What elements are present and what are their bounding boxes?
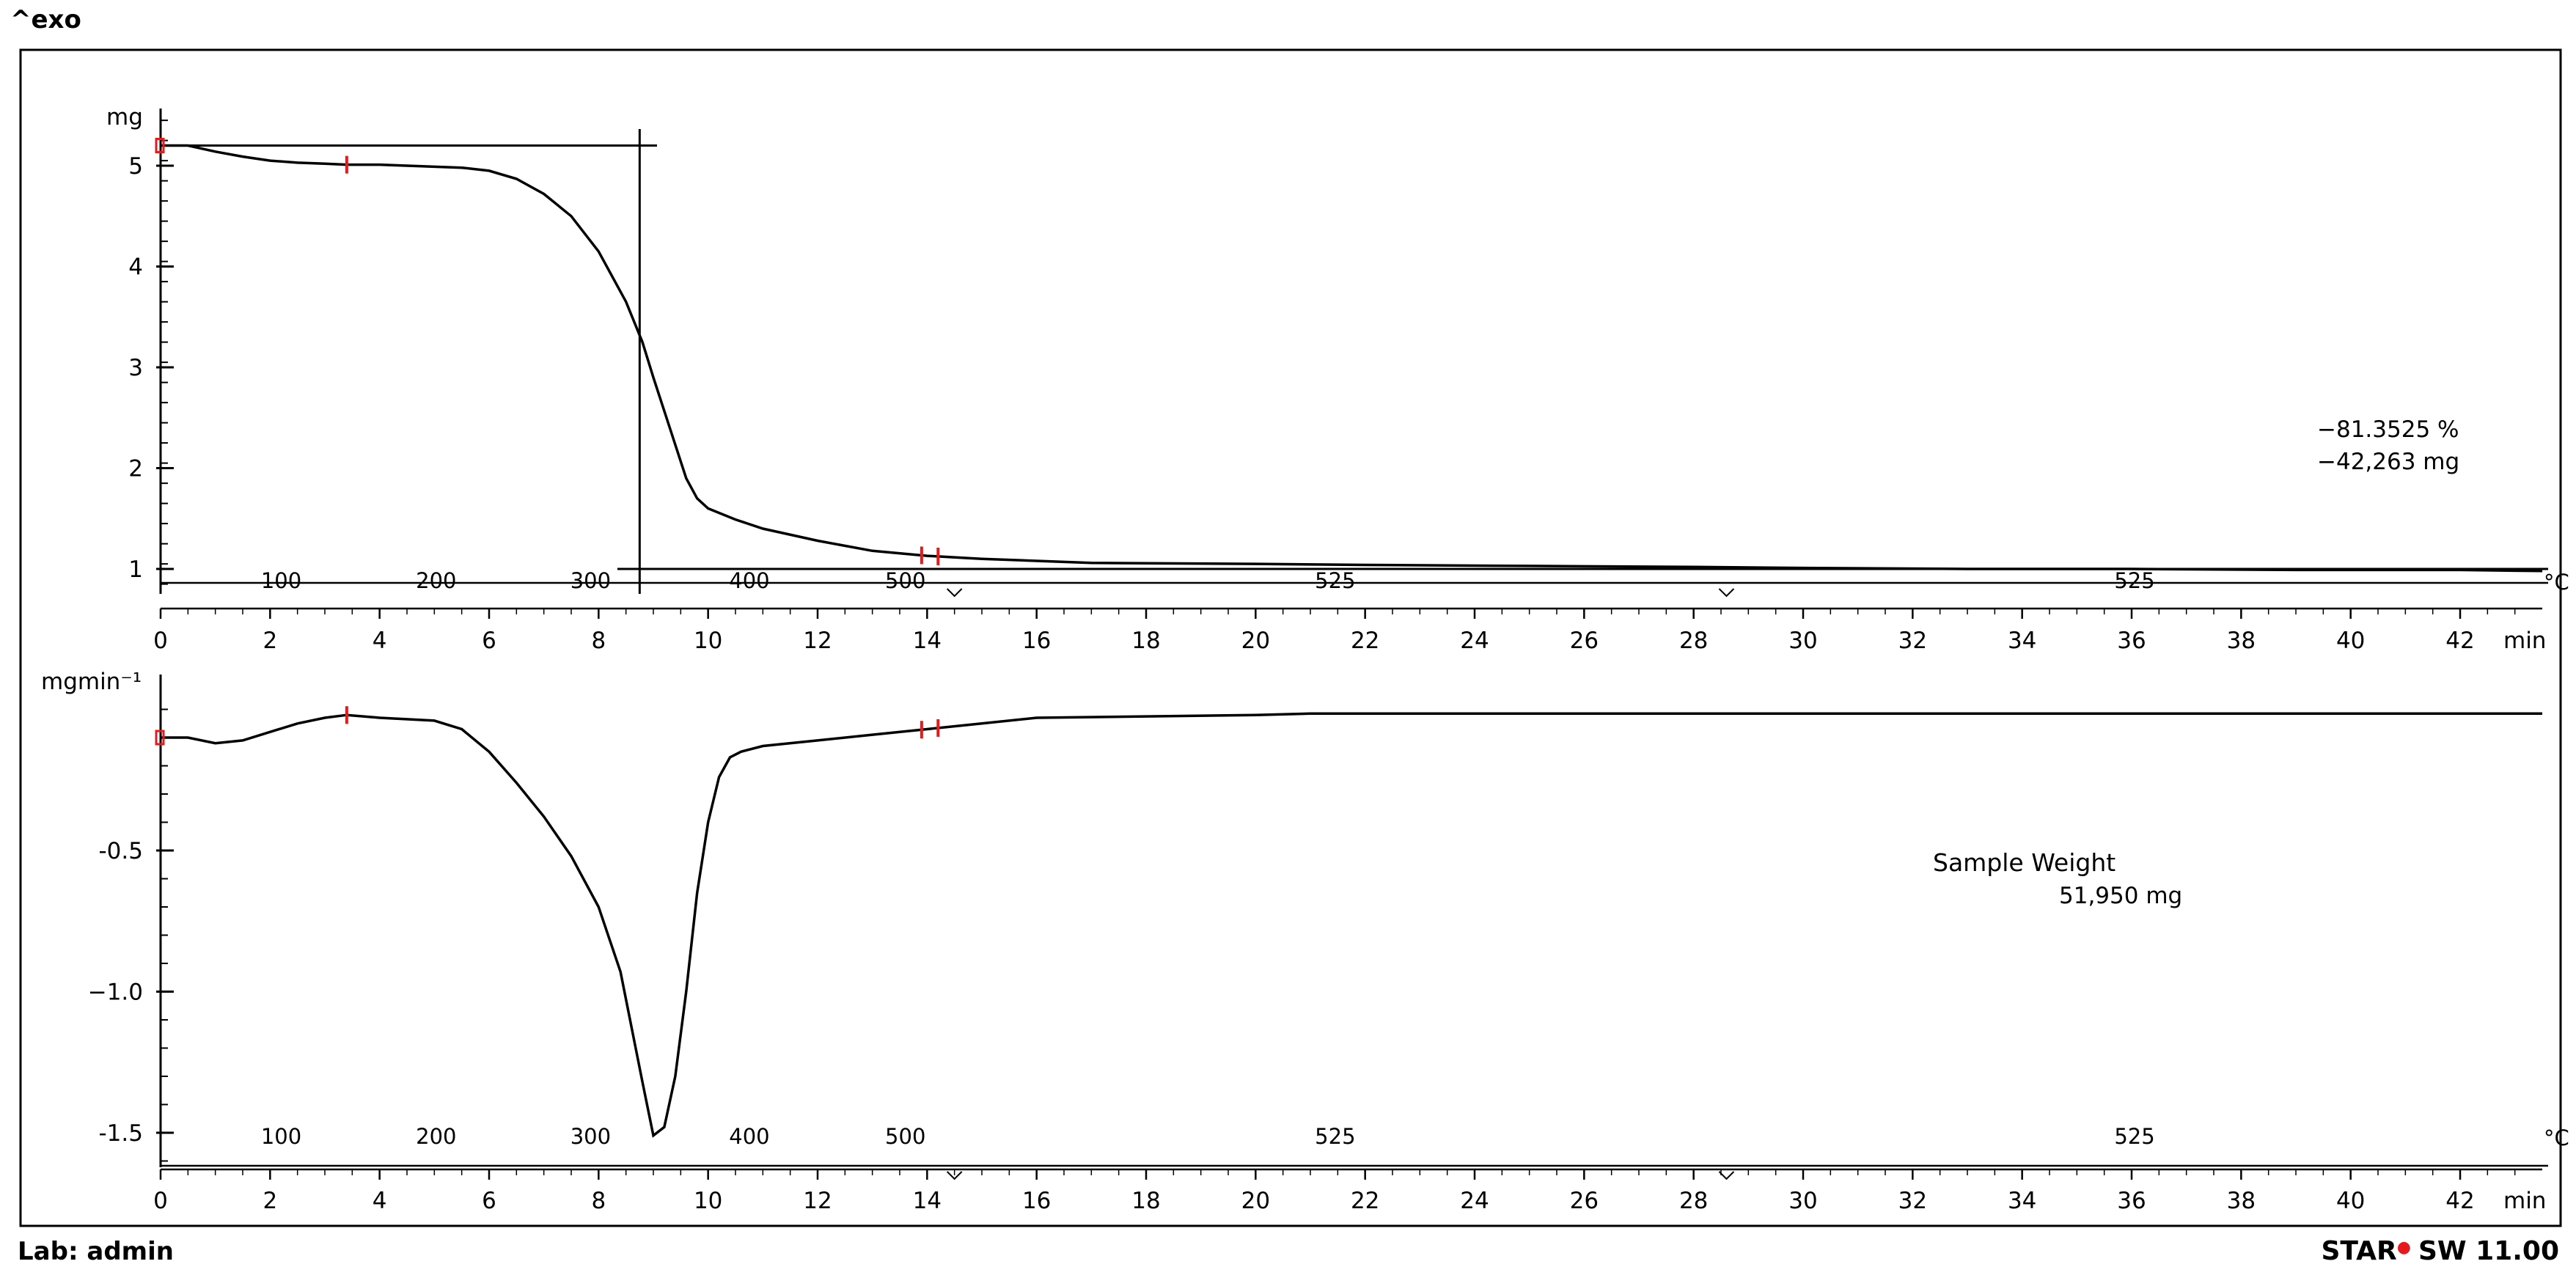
y-tick-label: 2 [128,456,143,482]
temp-tick-label: 525 [2114,1124,2154,1149]
time-axis-unit: min [2503,1188,2546,1214]
axis-break-mark [946,1171,963,1180]
temp-tick-label: 100 [261,1124,301,1149]
time-tick-label: 38 [2227,1188,2256,1214]
time-tick-label: 2 [263,1188,277,1214]
sample-weight-value: 51,950 mg [2059,883,2182,909]
sample-weight-title: Sample Weight [1933,848,2116,877]
mass-loss-mg: −42,263 mg [2317,449,2459,475]
axis-break-mark [1718,1171,1735,1180]
time-tick-label: 8 [591,628,606,654]
time-tick-label: 32 [1898,628,1927,654]
temp-tick-label: 400 [729,1124,769,1149]
time-tick-label: 22 [1351,1188,1379,1214]
time-tick-label: 4 [373,1188,387,1214]
time-tick-label: 34 [2008,628,2036,654]
time-tick-label: 34 [2008,1188,2036,1214]
time-tick-label: 38 [2227,628,2256,654]
time-tick-label: 32 [1898,1188,1927,1214]
time-tick-label: 16 [1022,1188,1051,1214]
time-tick-label: 40 [2336,1188,2365,1214]
time-tick-label: 4 [373,628,387,654]
data-series-line [161,144,2543,573]
temp-axis-unit: °C [2544,570,2569,595]
temp-tick-label: 300 [570,1124,611,1149]
time-tick-label: 14 [913,1188,942,1214]
time-tick-label: 14 [913,628,942,654]
time-tick-label: 18 [1131,1188,1160,1214]
time-tick-label: 16 [1022,628,1051,654]
lab-label: Lab: admin [18,1237,174,1266]
exo-label: ^exo [10,5,81,34]
time-tick-label: 24 [1460,1188,1489,1214]
star-dot: ● [2397,1238,2411,1257]
data-series-line [161,712,2542,1138]
temp-tick-label: 200 [416,1124,456,1149]
time-tick-label: 0 [153,628,168,654]
time-tick-label: 10 [694,1188,722,1214]
time-tick-label: 40 [2336,628,2365,654]
y-axis-unit: mg [106,104,143,131]
time-axis-unit: min [2503,628,2546,654]
integration-start-marker [155,138,165,153]
time-tick-label: 2 [263,628,277,654]
time-tick-label: 12 [803,628,832,654]
time-tick-label: 12 [803,1188,832,1214]
plot-frame [19,48,2562,1227]
time-tick-label: 30 [1788,1188,1817,1214]
software-suffix: SW 11.00 [2418,1236,2559,1266]
temp-axis-unit: °C [2544,1125,2569,1150]
y-axis-unit: mgmin⁻¹ [41,669,142,695]
time-tick-label: 20 [1241,1188,1270,1214]
time-tick-label: 26 [1570,1188,1599,1214]
temp-tick-label: 500 [885,1124,925,1149]
time-tick-label: 36 [2117,628,2146,654]
time-tick-label: 20 [1241,628,1270,654]
mass-loss-percent: −81.3525 % [2317,416,2459,443]
y-tick-label: -0.5 [99,838,144,864]
temp-tick-label: 500 [885,568,925,593]
software-label: STAR● SW 11.00 [2321,1236,2559,1266]
time-tick-label: 36 [2117,1188,2146,1214]
software-prefix: STAR [2321,1236,2396,1266]
y-tick-label: 4 [128,254,143,281]
time-tick-label: 0 [153,1188,168,1214]
time-tick-label: 24 [1460,628,1489,654]
temp-tick-label: 100 [261,568,301,593]
temp-tick-label: 300 [570,568,611,593]
time-tick-label: 6 [482,1188,496,1214]
temp-tick-label: 200 [416,568,456,593]
axis-break-mark [946,588,963,598]
time-tick-label: 18 [1131,628,1160,654]
time-tick-label: 6 [482,628,496,654]
y-tick-label: 1 [128,556,143,583]
y-tick-label: -1.5 [99,1120,144,1147]
temp-tick-label: 525 [1315,568,1355,593]
time-tick-label: 30 [1788,628,1817,654]
time-tick-label: 28 [1679,628,1708,654]
y-tick-label: 3 [128,355,143,381]
y-tick-label: 5 [128,153,143,180]
time-tick-label: 42 [2445,628,2474,654]
time-tick-label: 8 [591,1188,606,1214]
time-tick-label: 28 [1679,1188,1708,1214]
time-tick-label: 22 [1351,628,1379,654]
integration-start-marker [155,730,165,746]
time-tick-label: 10 [694,628,722,654]
temp-tick-label: 525 [1315,1124,1355,1149]
temp-tick-label: 400 [729,568,769,593]
temp-tick-label: 525 [2114,568,2154,593]
time-tick-label: 42 [2445,1188,2474,1214]
axis-break-mark [1718,588,1735,598]
y-tick-label: −1.0 [88,980,143,1006]
time-tick-label: 26 [1570,628,1599,654]
